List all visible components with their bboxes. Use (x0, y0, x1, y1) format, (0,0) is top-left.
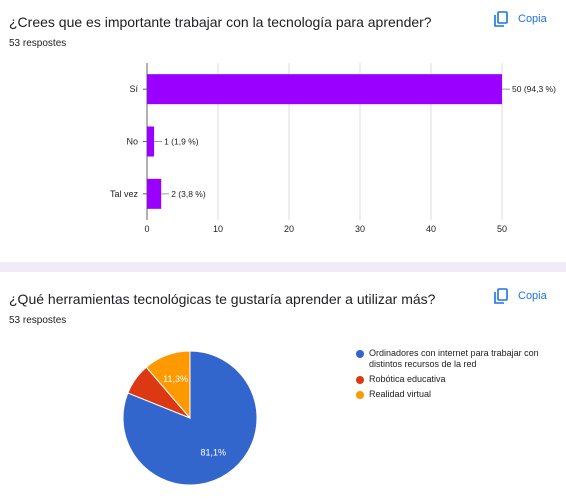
category-label: Tal vez (110, 189, 139, 199)
legend-item: Realidad virtual (356, 389, 539, 400)
category-label: Sí (129, 84, 138, 94)
copy-button[interactable]: Copia (494, 11, 547, 27)
response-count: 53 respostes (9, 315, 67, 326)
legend-swatch (356, 391, 364, 399)
legend-label: Realidad virtual (369, 389, 432, 399)
question-title: ¿Crees que es importante trabajar con la… (9, 14, 432, 30)
question-card-2: ¿Qué herramientas tecnológicas te gustar… (0, 272, 566, 501)
x-tick-label: 20 (284, 224, 294, 234)
response-count: 53 respostes (9, 38, 67, 49)
value-label: 50 (94,3 %) (512, 84, 556, 94)
legend-item: Ordinadores con internet para trabajar c… (356, 348, 539, 370)
value-label: 2 (3,8 %) (171, 189, 206, 199)
x-tick-label: 50 (497, 224, 507, 234)
legend-swatch (356, 350, 364, 358)
x-tick-label: 0 (144, 224, 149, 234)
card-divider (0, 262, 566, 272)
copy-button[interactable]: Copia (494, 288, 547, 304)
value-label: 1 (1,9 %) (164, 137, 199, 147)
legend-item: Robótica educativa (356, 374, 539, 385)
copy-label: Copia (518, 13, 547, 25)
x-tick-label: 30 (355, 224, 365, 234)
bar (147, 74, 502, 105)
bar-chart: 0 10 20 30 40 50 Sí 50 (94,3 %) No 1 (1,9 %) Tal v… (110, 63, 556, 234)
copy-icon (494, 288, 508, 304)
bar (147, 178, 162, 209)
category-label: No (126, 137, 138, 147)
bar (147, 126, 155, 157)
legend-label: Robótica educativa (369, 374, 446, 384)
x-tick-label: 10 (213, 224, 223, 234)
x-tick-label: 40 (426, 224, 436, 234)
copy-label: Copia (518, 290, 547, 302)
legend-swatch (356, 376, 364, 384)
copy-icon (494, 11, 508, 27)
question-card-1: ¿Crees que es importante trabajar con la… (9, 11, 557, 234)
pie-legend: Ordinadores con internet para trabajar c… (356, 348, 539, 404)
question-title: ¿Qué herramientas tecnológicas te gustar… (9, 291, 436, 307)
legend-label: Ordinadores con internet para trabajar c… (369, 348, 539, 369)
